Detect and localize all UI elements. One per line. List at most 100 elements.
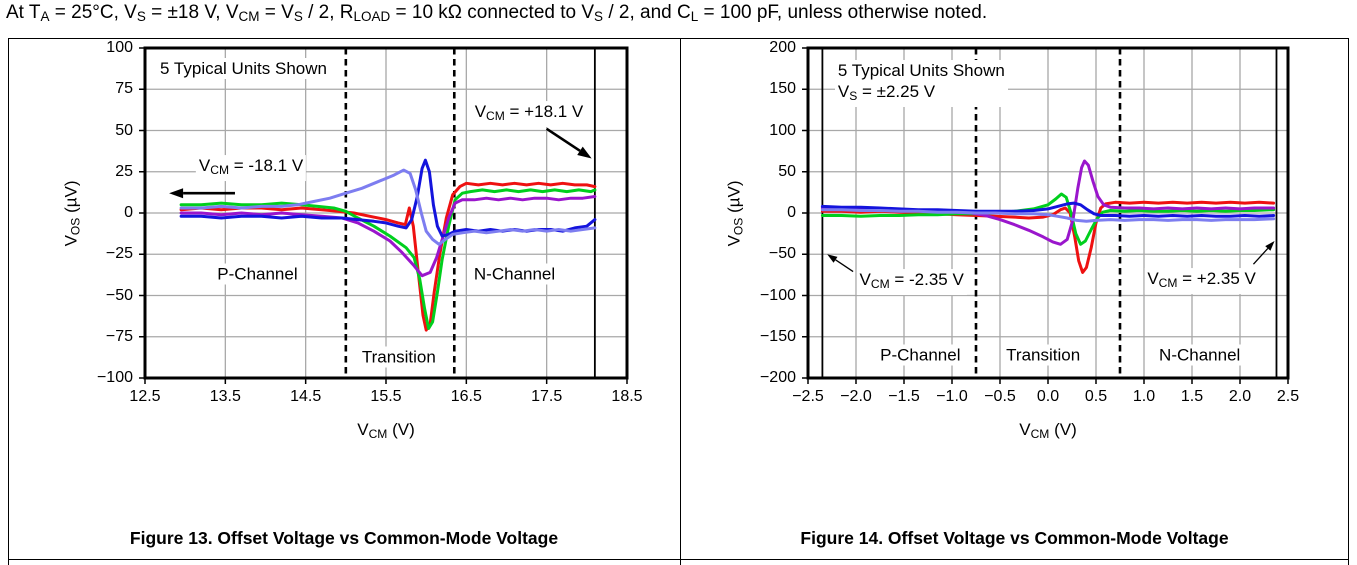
subscript: CM: [486, 108, 505, 123]
subscript: CM: [210, 163, 229, 178]
x-axis-title: VCM (V): [1019, 420, 1077, 441]
x-tick-label: 1.0: [1132, 388, 1156, 405]
x-tick-label: 0.0: [1036, 388, 1060, 405]
callout-arrowhead: [1265, 241, 1275, 251]
subscript: L: [690, 9, 699, 25]
units-shown-note: 5 Typical Units Shown VS = ±2.25 V: [834, 60, 1008, 108]
fig14-plot-svg: [802, 46, 1290, 384]
y-tick-label: −200: [759, 369, 796, 386]
y-tick-label: 25: [115, 162, 133, 180]
x-tick-label: 18.5: [611, 388, 643, 405]
y-tick-label: −50: [105, 286, 133, 304]
figure14-cell: −2.5 −2.0 −1.5 −1.0 −0.5 0.0 0.5 1.0 1.5 2.0 2.5 20…: [680, 38, 1349, 565]
series-curve-unit-5: [820, 208, 1276, 223]
units-shown-note: 5 Typical Units Shown: [157, 57, 330, 79]
x-tick-label: −0.5: [984, 388, 1016, 405]
fig13-plot-svg: [139, 46, 629, 384]
series-curve-unit-2: [820, 192, 1276, 246]
callout-arrowhead: [827, 254, 838, 263]
region-label: Transition: [358, 346, 439, 368]
x-tick-label: 13.5: [209, 388, 241, 405]
plot-border: [143, 46, 629, 380]
y-tick-label: 200: [769, 39, 796, 56]
x-tick-label: 17.5: [531, 388, 563, 405]
x-tick-label: 1.5: [1180, 388, 1204, 405]
series-curve-unit-3: [179, 195, 597, 278]
x-tick-label: 12.5: [129, 388, 161, 405]
x-tick-label: 15.5: [370, 388, 402, 405]
region-label: N-Channel: [1156, 344, 1244, 366]
subscript: CM: [1158, 276, 1178, 291]
subscript: LOAD: [353, 9, 391, 25]
y-tick-label: 100: [769, 121, 796, 139]
vcm-callout-label: VCM = -18.1 V: [195, 155, 307, 182]
table-border-bottom: [8, 559, 1349, 560]
y-tick-label: −75: [105, 327, 133, 345]
region-label: P-Channel: [214, 263, 301, 285]
y-tick-label: 100: [106, 39, 133, 56]
figure13-cell: 12.5 13.5 14.5 15.5 16.5 17.5 18.5 100 75 50 25 0 −2…: [8, 38, 680, 565]
y-tick-label: −150: [759, 327, 796, 345]
callout-arrow-shaft: [1252, 247, 1269, 265]
vcm-callout-label: VCM = +2.35 V: [1144, 268, 1259, 295]
y-tick-label: −50: [768, 245, 796, 263]
y-tick-label: 50: [115, 121, 133, 139]
callout-arrowhead: [577, 146, 592, 159]
vcm-callout-label: VCM = -2.35 V: [856, 269, 967, 296]
figure13-chart: 12.5 13.5 14.5 15.5 16.5 17.5 18.5 100 75 50 25 0 −2…: [8, 38, 680, 500]
y-tick-label: 150: [769, 80, 796, 98]
figure13-caption: Figure 13. Offset Voltage vs Common-Mode…: [129, 528, 559, 548]
subscript: CM: [238, 9, 260, 25]
x-tick-label: −1.0: [936, 388, 968, 405]
subscript: S: [136, 9, 146, 25]
subscript: CM: [368, 426, 388, 441]
y-tick-label: −25: [105, 245, 133, 263]
vcm-callout-label: VCM = +18.1 V: [471, 101, 587, 127]
x-tick-label: 14.5: [290, 388, 322, 405]
series-curve-unit-4: [820, 201, 1276, 218]
subscript: S: [594, 9, 604, 25]
subscript: OS: [68, 217, 83, 236]
x-tick-label: 0.5: [1084, 388, 1108, 405]
region-label: N-Channel: [470, 263, 559, 285]
conditions-line: At TA = 25°C, VS = ±18 V, VCM = VS / 2, …: [6, 2, 988, 25]
x-tick-label: 2.5: [1276, 388, 1300, 405]
subscript: OS: [731, 217, 746, 236]
y-tick-label: 0: [787, 204, 796, 221]
y-axis-title: VOS (µV): [61, 180, 83, 247]
y-tick-label: 50: [778, 162, 796, 180]
region-label: Transition: [1003, 344, 1084, 366]
note-line: VS = ±2.25 V: [837, 82, 936, 104]
y-axis-title: VOS (µV): [724, 180, 746, 247]
y-tick-label: 75: [115, 80, 133, 98]
table-border-right: [1348, 38, 1349, 565]
x-tick-label: 2.0: [1228, 388, 1252, 405]
subscript: CM: [1030, 426, 1050, 441]
x-tick-label: 16.5: [450, 388, 482, 405]
subscript: S: [849, 89, 858, 104]
x-tick-label: −2.0: [840, 388, 872, 405]
table-divider: [680, 38, 681, 565]
y-tick-label: 0: [124, 204, 133, 221]
subscript: CM: [870, 277, 890, 292]
plot-border: [806, 46, 1290, 380]
series-curve-unit-1: [179, 181, 597, 332]
y-tick-label: −100: [759, 286, 796, 304]
table-border-left: [8, 38, 9, 565]
figure14-chart: −2.5 −2.0 −1.5 −1.0 −0.5 0.0 0.5 1.0 1.5 2.0 2.5 20…: [680, 38, 1349, 500]
subscript: A: [40, 9, 50, 25]
figure14-caption: Figure 14. Offset Voltage vs Common-Mode…: [800, 528, 1229, 548]
region-label: P-Channel: [877, 344, 964, 366]
x-tick-label: −1.5: [888, 388, 920, 405]
note-line: 5 Typical Units Shown: [837, 61, 1005, 81]
callout-arrow-shaft: [545, 127, 581, 152]
subscript: S: [293, 9, 303, 25]
table-border-top: [8, 38, 1349, 39]
x-tick-label: −2.5: [792, 388, 824, 405]
note-line: 5 Typical Units Shown: [160, 58, 327, 78]
callout-arrow-shaft: [835, 259, 854, 273]
series-curve-unit-5: [179, 168, 597, 246]
callout-arrowhead: [169, 188, 184, 199]
x-axis-title: VCM (V): [357, 420, 415, 441]
series-curve-unit-2: [179, 188, 597, 330]
